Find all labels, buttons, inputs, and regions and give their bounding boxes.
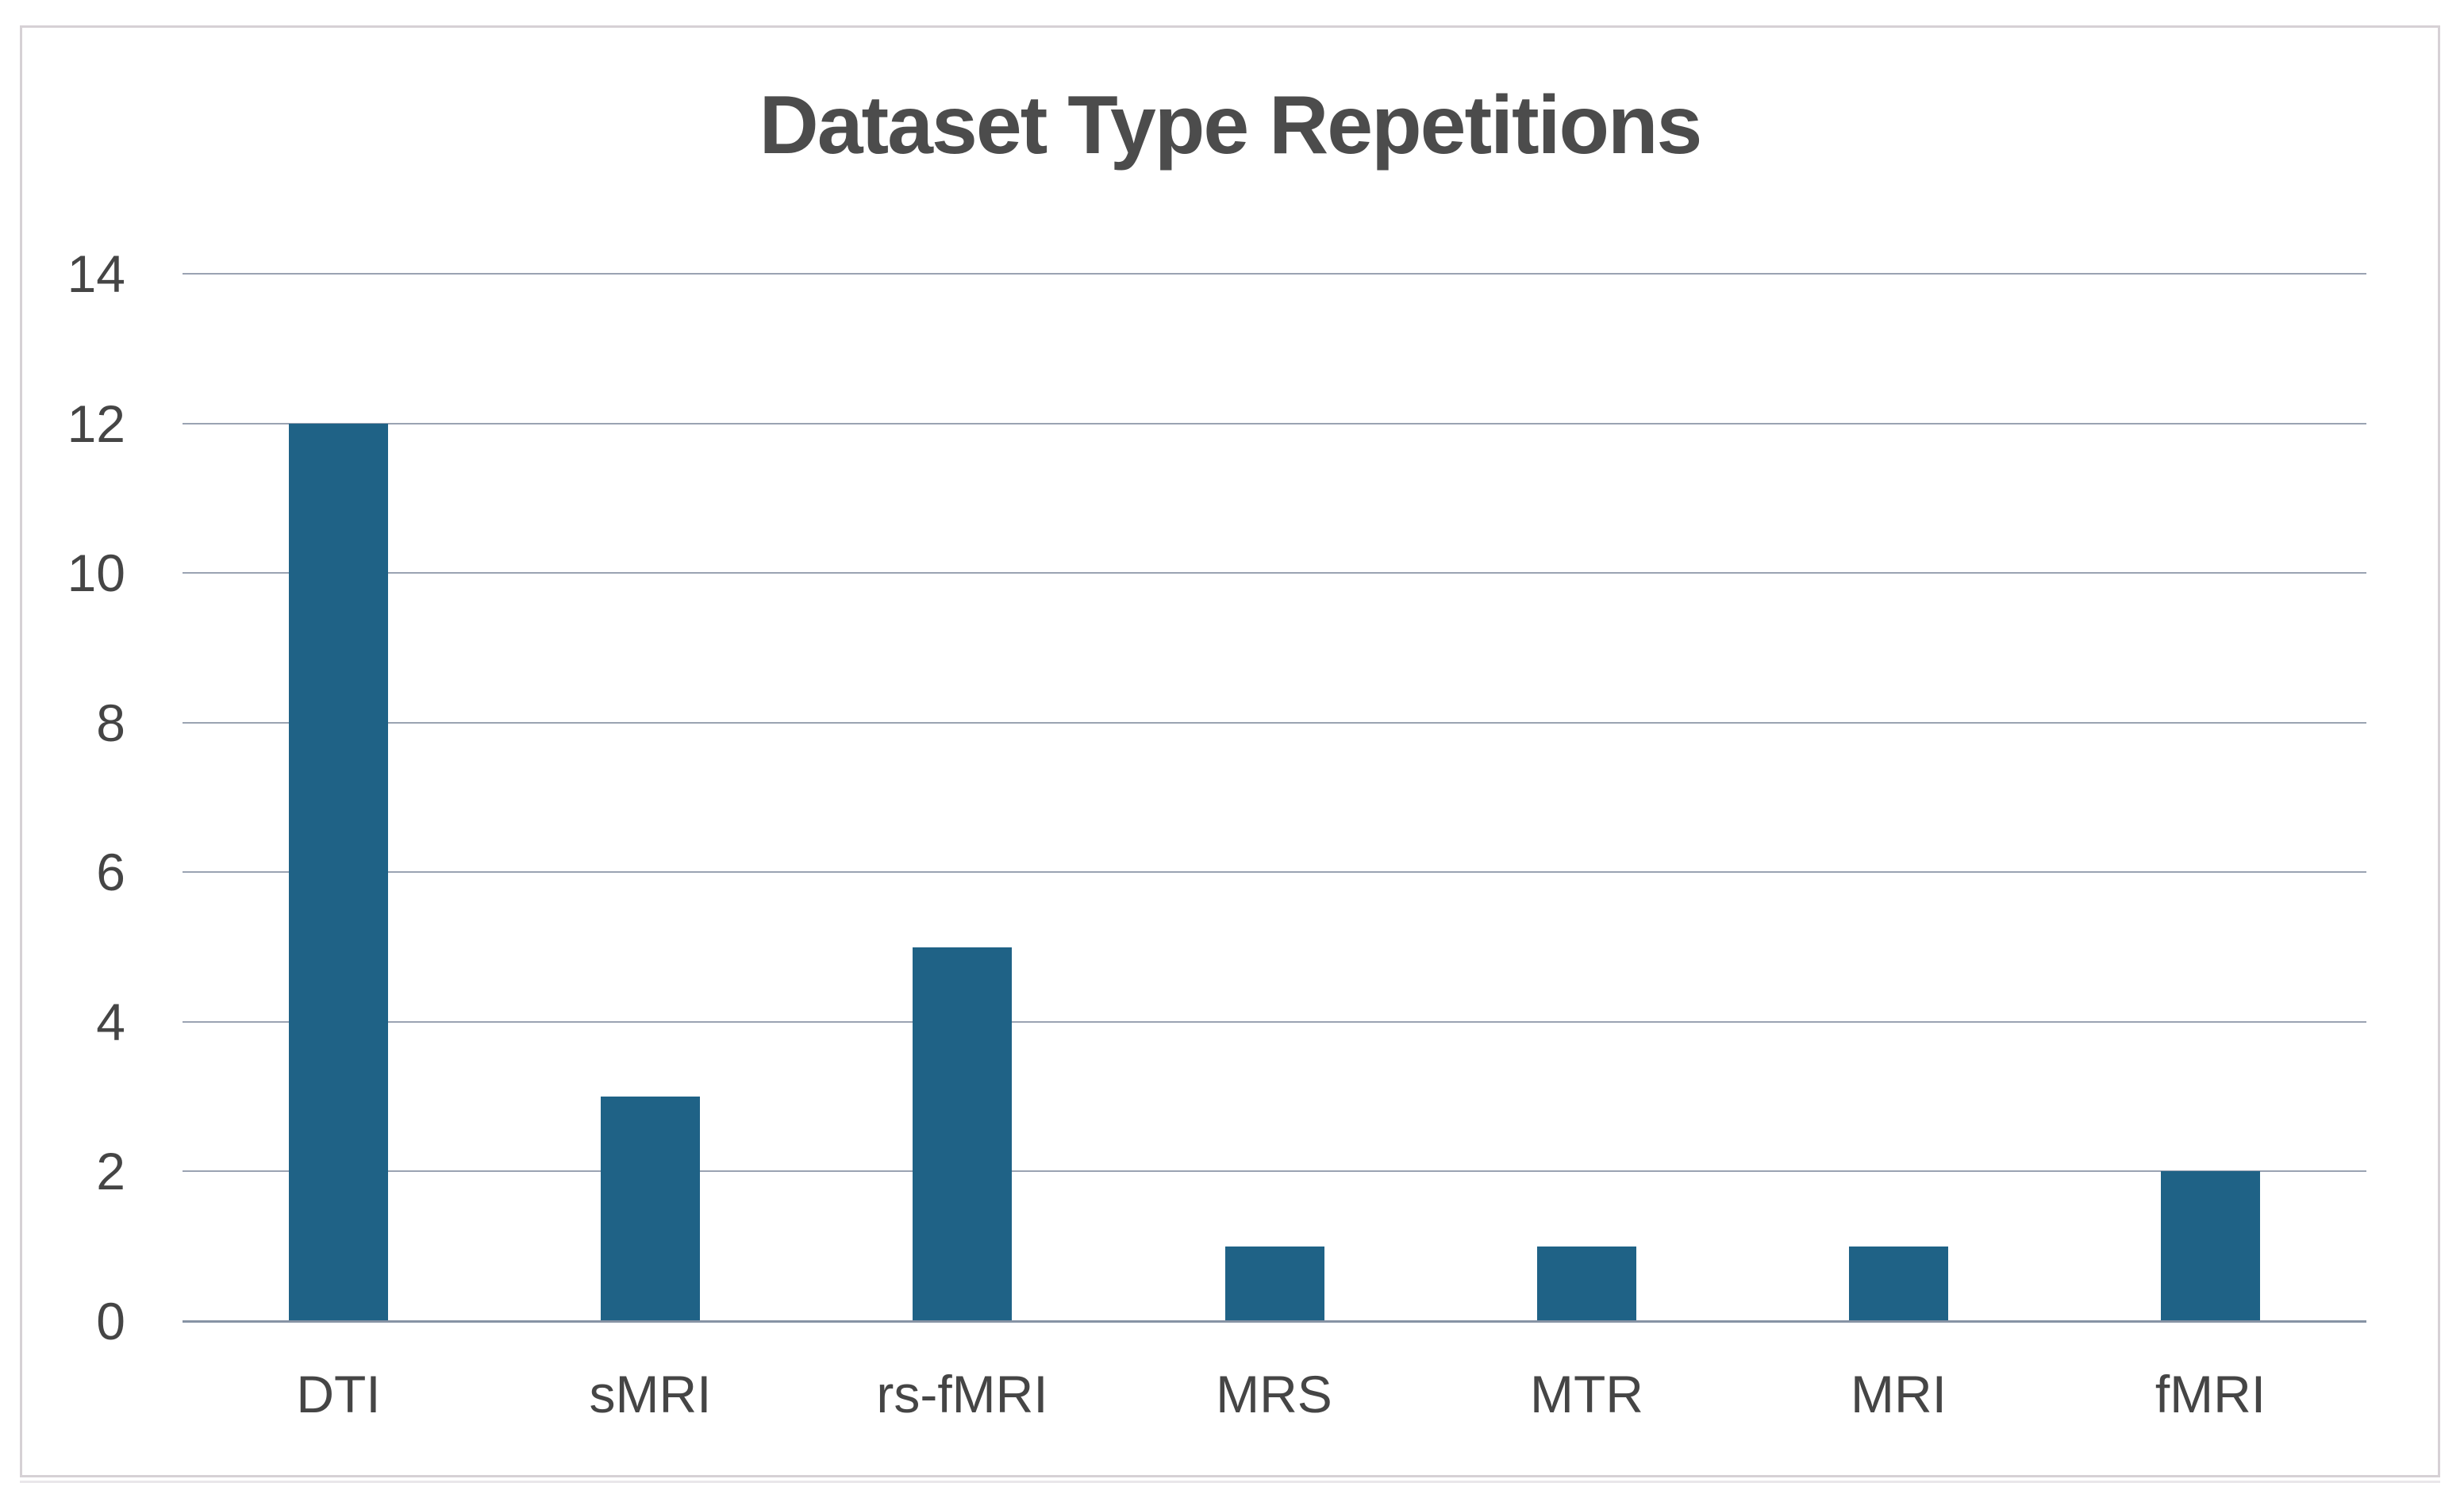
y-tick-label-2: 2 <box>96 1142 125 1200</box>
bar-smri <box>601 1097 700 1321</box>
x-axis-line <box>183 1320 2366 1323</box>
chart-title: Dataset Type Repetitions <box>759 79 1703 171</box>
y-tick-label-10: 10 <box>67 544 125 602</box>
y-tick-label-0: 0 <box>96 1292 125 1350</box>
y-tick-label-4: 4 <box>96 993 125 1051</box>
frame-shadow-line <box>20 1481 2440 1483</box>
x-tick-label-dti: DTI <box>296 1365 381 1423</box>
gridline-4 <box>183 1021 2366 1023</box>
x-tick-label-mrs: MRS <box>1216 1365 1332 1423</box>
gridline-12 <box>183 423 2366 424</box>
y-tick-label-8: 8 <box>96 693 125 752</box>
bar-dti <box>289 424 388 1321</box>
y-tick-label-6: 6 <box>96 843 125 901</box>
bar-mri <box>1849 1247 1948 1321</box>
x-tick-label-fmri: fMRI <box>2155 1365 2266 1423</box>
chart-frame <box>20 25 2440 1477</box>
x-tick-label-rs-fmri: rs-fMRI <box>876 1365 1048 1423</box>
bar-rs-fmri <box>913 947 1012 1321</box>
y-tick-label-12: 12 <box>67 394 125 453</box>
gridline-6 <box>183 871 2366 873</box>
gridline-14 <box>183 273 2366 275</box>
bar-mtr <box>1537 1247 1636 1321</box>
y-tick-label-14: 14 <box>67 244 125 303</box>
x-tick-label-mtr: MTR <box>1530 1365 1643 1423</box>
gridline-2 <box>183 1170 2366 1172</box>
bar-fmri <box>2161 1171 2260 1321</box>
gridline-8 <box>183 722 2366 724</box>
x-tick-label-mri: MRI <box>1851 1365 1947 1423</box>
bar-mrs <box>1225 1247 1324 1321</box>
x-tick-label-smri: sMRI <box>589 1365 712 1423</box>
gridline-10 <box>183 572 2366 574</box>
